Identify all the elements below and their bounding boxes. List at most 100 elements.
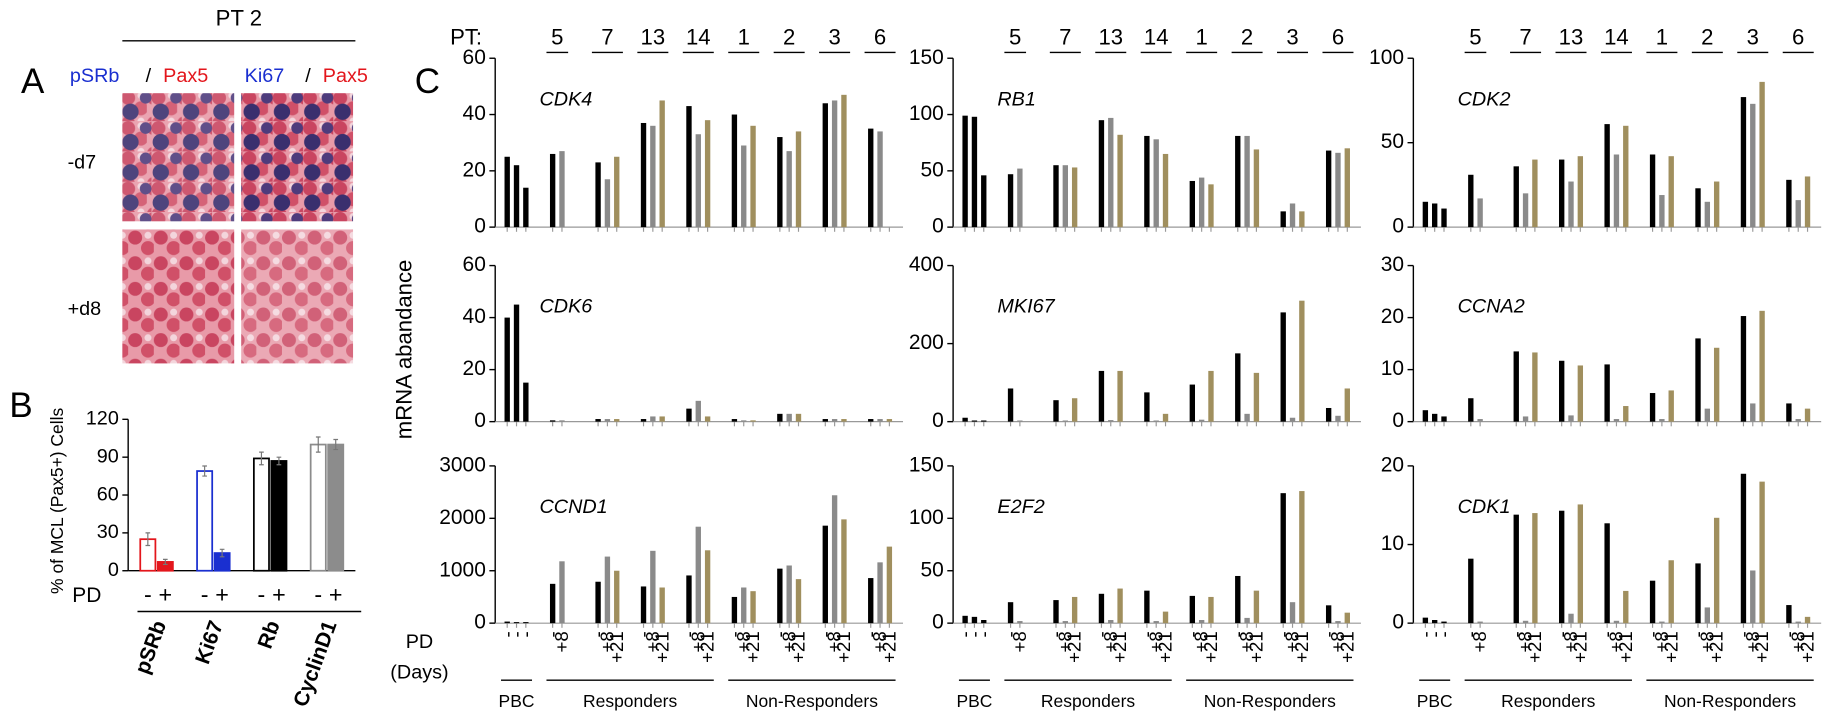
pt-label: 6: [1792, 24, 1804, 49]
bar: [1072, 398, 1077, 421]
bar: [514, 165, 519, 227]
pd-tick-label: -: [314, 582, 322, 608]
bar: [1117, 371, 1122, 422]
pt-label: 13: [1559, 24, 1584, 49]
bar: [841, 95, 846, 227]
pt-label: 1: [1195, 24, 1207, 49]
panel-letter: C: [415, 62, 440, 101]
bar: [1796, 622, 1801, 624]
bar: [705, 120, 710, 227]
bar: [1163, 414, 1168, 422]
pt-label: 5: [551, 24, 563, 49]
bar: [1063, 165, 1068, 227]
bar: [595, 162, 600, 227]
y-tick-label: 0: [474, 409, 486, 432]
bar: [1299, 491, 1304, 623]
x-tick-label: Rb: [254, 618, 285, 652]
bar: [1523, 416, 1528, 421]
bar: [741, 588, 746, 624]
bar: [1714, 518, 1719, 623]
bar: [650, 551, 655, 623]
chart-title: CDK4: [539, 88, 592, 110]
bar: [1108, 620, 1113, 623]
bar: [962, 116, 967, 227]
bar: [1423, 618, 1428, 624]
y-tick-label: 150: [909, 46, 944, 69]
y-tick-label: 0: [932, 611, 944, 634]
bar: [1099, 594, 1104, 623]
bar: [550, 154, 555, 227]
bar: [1523, 193, 1528, 227]
bar: [1199, 620, 1204, 623]
bar: [1786, 403, 1791, 421]
bar: [696, 401, 701, 422]
bar: [1290, 418, 1295, 422]
bar: [786, 565, 791, 623]
bar: [1432, 620, 1437, 623]
bar: [1796, 200, 1801, 227]
y-tick-label: 0: [474, 611, 486, 634]
bar: [1441, 416, 1446, 421]
bar: [1326, 151, 1331, 228]
x-tick-label: -: [973, 631, 994, 637]
bar: [1468, 398, 1473, 421]
bar: [505, 622, 510, 624]
bar: [1568, 415, 1573, 421]
bar: [1759, 482, 1764, 624]
bar: [505, 157, 510, 227]
row-label: -d7: [68, 151, 97, 173]
bar: [1532, 513, 1537, 623]
pt-label: 14: [1604, 24, 1629, 49]
bar: [741, 145, 746, 227]
bar: [1254, 591, 1259, 623]
micrograph: [122, 229, 234, 363]
bar: [696, 134, 701, 227]
bar: [1705, 202, 1710, 227]
bar: [1514, 166, 1519, 227]
y-tick-label: 90: [97, 445, 119, 467]
x-tick-label: +21: [878, 631, 899, 663]
pt-label: 2: [783, 24, 795, 49]
bar: [1244, 618, 1249, 623]
x-tick-label: +21: [1200, 631, 1221, 663]
bar: [1072, 597, 1077, 623]
panel-letter: A: [21, 62, 45, 101]
bar: [614, 571, 619, 623]
bar: [1559, 511, 1564, 623]
bar: [659, 588, 664, 624]
pt-label: 7: [1519, 24, 1531, 49]
pd-tick-label: -: [201, 582, 209, 608]
x-tick-label: +21: [1660, 631, 1681, 663]
bar: [750, 420, 755, 421]
pt-label: 6: [874, 24, 886, 49]
bar: [1208, 184, 1213, 227]
bar: [1714, 348, 1719, 422]
bar: [641, 123, 646, 227]
bar: [605, 179, 610, 227]
bar: [823, 526, 828, 623]
y-tick-label: 0: [1392, 409, 1404, 432]
bar: [1108, 118, 1113, 227]
pt-label: 14: [686, 24, 711, 49]
pd-tick-label: -: [258, 582, 266, 608]
x-tick-label: +21: [651, 631, 672, 663]
bar: [1017, 169, 1022, 228]
bar: [659, 100, 664, 227]
x-tick-label: +21: [1336, 631, 1357, 663]
bar: [1695, 338, 1700, 421]
x-tick-label: +21: [606, 631, 627, 663]
y-tick-label: 150: [909, 453, 944, 476]
bar: [732, 597, 737, 623]
y-tick-label: 0: [932, 409, 944, 432]
y-tick-label: 10: [1381, 357, 1404, 380]
x-tick-label: +21: [1155, 631, 1176, 663]
bar: [705, 416, 710, 421]
bar: [1759, 82, 1764, 227]
y-tick-label: 60: [463, 253, 486, 276]
x-tick-label: +21: [1569, 631, 1590, 663]
bar: [686, 575, 691, 623]
bar: [1477, 419, 1482, 422]
bar: [1659, 419, 1664, 422]
bar: [1117, 589, 1122, 624]
bar: [1468, 559, 1473, 623]
